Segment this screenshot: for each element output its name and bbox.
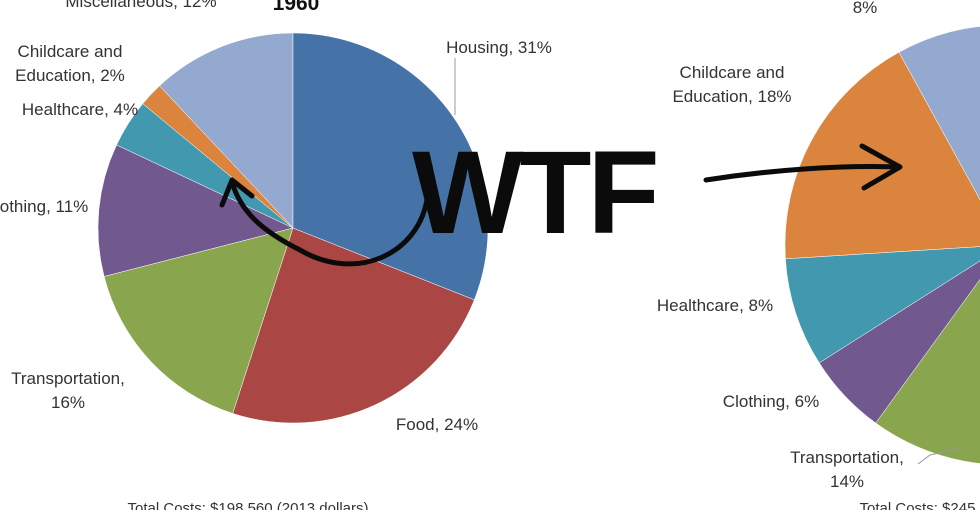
pie-slice — [292, 32, 489, 301]
slice-label: Healthcare, 4% — [21, 100, 139, 119]
slice-label: Clothing, 6% — [722, 392, 820, 411]
arrowhead — [219, 177, 255, 208]
pie-slice — [97, 144, 294, 277]
slice-label: Food, 24% — [395, 415, 479, 434]
arrow — [703, 164, 901, 183]
leader-line — [917, 447, 963, 465]
slice-label: Housing, 31% — [446, 38, 552, 57]
chart-title: 1960 — [272, 0, 320, 15]
arrowhead — [859, 143, 903, 191]
slice-label: Healthcare, 8% — [656, 296, 774, 315]
pie-slice — [103, 227, 294, 414]
slice-label: Childcare and Education, 18% — [672, 63, 792, 106]
annotation: WTF — [412, 127, 660, 259]
chart-subtitle: Total Costs: $198,560 (2013 dollars) — [127, 500, 369, 510]
slice-label: Clothing, 11% — [0, 197, 89, 216]
pie-slice — [159, 32, 294, 229]
chart-subtitle: Total Costs: $245,340 (2013 dollars) — [859, 500, 980, 510]
slice-label: 8% — [852, 0, 878, 17]
pie-slice — [898, 26, 980, 201]
slice-label: Childcare and Education, 2% — [15, 42, 125, 85]
slice-label: Miscellaneous, 12% — [65, 0, 217, 11]
arrow — [229, 179, 431, 267]
pie-slice — [785, 246, 980, 364]
pie-slice — [875, 278, 980, 464]
slice-label: Transportation, 16% — [11, 369, 125, 412]
pie-slice — [232, 227, 475, 424]
slice-label: Transportation, 14% — [790, 448, 904, 491]
